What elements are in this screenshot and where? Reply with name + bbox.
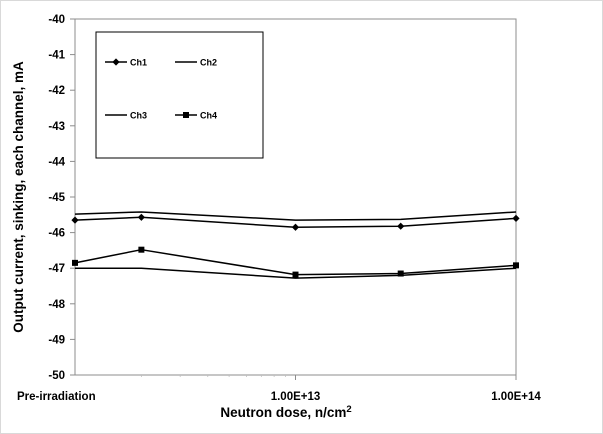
- y-tick-label: -49: [48, 334, 65, 346]
- y-axis-label: Output current, sinking, each channel, m…: [11, 61, 26, 333]
- y-tick-label: -47: [48, 263, 65, 275]
- data-point-ch4: [513, 262, 519, 269]
- y-axis-ticks: -40 -41 -42 -43 -44 -45 -46 -47 -48 -49 -50: [48, 14, 75, 382]
- legend-items: Ch1 Ch2 Ch3 Ch4: [105, 58, 217, 121]
- data-point-ch1: [397, 222, 405, 230]
- y-tick-label: -43: [48, 121, 65, 133]
- series-line-ch2: [74, 211, 517, 221]
- x-tick-label: 1.00E+14: [491, 391, 541, 403]
- y-tick-label: -41: [48, 50, 65, 62]
- y-tick-label: -46: [48, 228, 65, 240]
- x-axis-label: Neutron dose, n/cm2: [220, 404, 351, 420]
- y-tick-label: -50: [48, 370, 65, 382]
- data-point-ch4: [397, 270, 404, 277]
- legend-marker-ch1: [112, 58, 120, 66]
- x-axis-label-superscript: 2: [346, 404, 351, 415]
- data-point-ch4: [72, 259, 78, 266]
- y-tick-label: -45: [48, 192, 65, 204]
- data-point-ch1: [137, 213, 145, 221]
- legend-marker-ch4: [183, 112, 189, 118]
- legend-box: [95, 31, 264, 159]
- legend: Ch1 Ch2 Ch3 Ch4: [95, 31, 264, 159]
- y-tick-label: -44: [48, 156, 65, 168]
- x-tick-label: Pre-irradiation: [17, 391, 96, 403]
- x-axis-ticks: Pre-irradiation 1.00E+13 1.00E+14: [17, 375, 541, 403]
- data-point-ch1: [291, 223, 300, 231]
- series-layer: [71, 211, 520, 279]
- data-point-ch4: [292, 271, 299, 278]
- data-point-ch1: [512, 214, 520, 222]
- series-line-ch3: [75, 267, 517, 279]
- legend-label-ch3: Ch3: [130, 111, 147, 121]
- y-tick-label: -40: [48, 14, 65, 26]
- x-axis-label-text: Neutron dose, n/cm: [220, 405, 346, 420]
- data-point-ch4: [138, 246, 145, 253]
- x-tick-label: 1.00E+13: [271, 391, 321, 403]
- y-tick-label: -42: [48, 85, 65, 97]
- data-point-ch1: [71, 216, 79, 224]
- y-tick-label: -48: [48, 299, 65, 311]
- legend-label-ch4: Ch4: [200, 111, 217, 121]
- legend-label-ch1: Ch1: [130, 58, 147, 68]
- legend-label-ch2: Ch2: [200, 58, 217, 68]
